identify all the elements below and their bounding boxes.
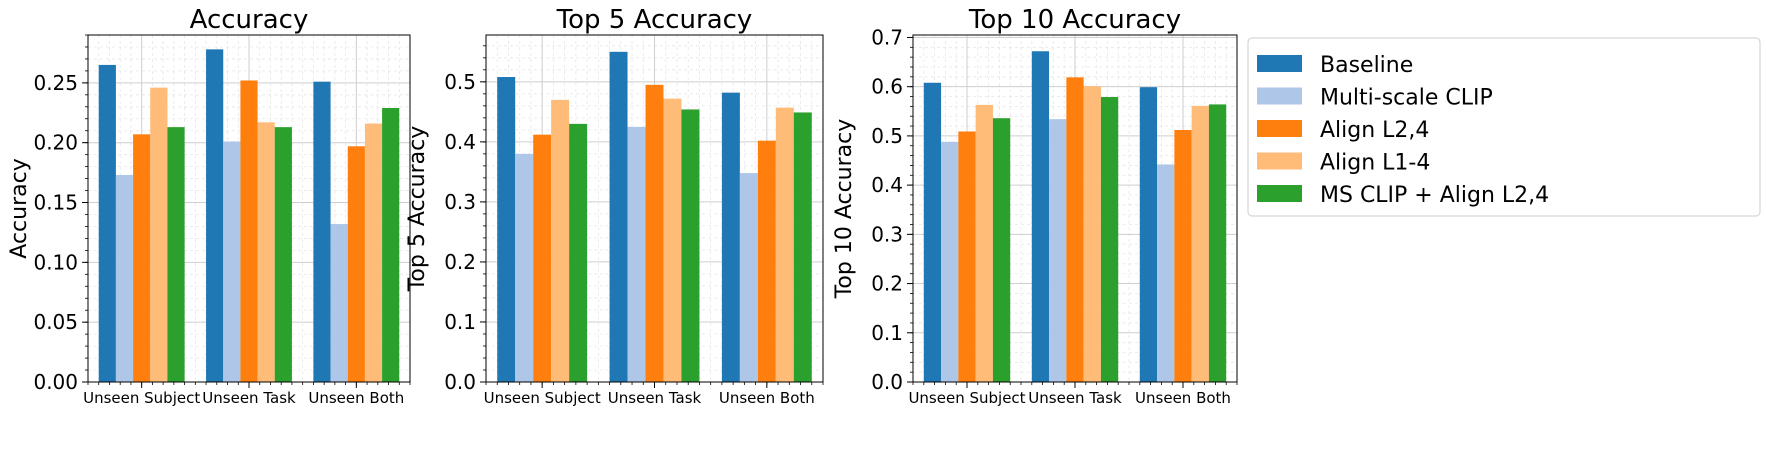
bar <box>923 82 942 383</box>
y-tick-label: 0.3 <box>444 190 476 214</box>
bar <box>115 174 134 382</box>
y-tick-label: 0.2 <box>871 272 903 296</box>
x-tick-label: Unseen Both <box>1135 389 1231 407</box>
y-tick-label: 0.4 <box>444 130 476 154</box>
chart-panel-2: 0.0 0.1 0.2 0.3 0.4 0.5 Unseen Subject Unseen T… <box>405 5 824 407</box>
legend-swatch <box>1257 87 1302 105</box>
bar <box>551 99 570 382</box>
y-tick-label: 0.5 <box>444 70 476 94</box>
bar <box>775 107 794 382</box>
legend-label: MS CLIP + Align L2,4 <box>1320 183 1549 208</box>
y-tick-label: 0.4 <box>871 173 903 197</box>
y-tick-label: 0.1 <box>871 321 903 345</box>
bar <box>1066 77 1084 383</box>
y-tick-label: 0.2 <box>444 250 476 274</box>
bar <box>1100 97 1119 382</box>
bar <box>1049 119 1067 382</box>
chart-title: Accuracy <box>190 5 309 35</box>
chart-title: Top 10 Accuracy <box>968 5 1181 35</box>
bar <box>941 141 959 382</box>
x-tick-label: Unseen Task <box>202 389 296 407</box>
chart-title: Top 5 Accuracy <box>556 5 753 35</box>
bar <box>167 127 185 382</box>
bar <box>1139 87 1158 383</box>
bar <box>992 118 1011 383</box>
y-tick-label: 0.5 <box>871 124 903 148</box>
y-tick-label: 0.1 <box>444 310 476 334</box>
x-tick-label: Unseen Subject <box>484 389 601 407</box>
bar <box>515 153 534 382</box>
bar <box>1157 164 1175 382</box>
y-tick-label: 0.05 <box>33 310 78 334</box>
bar <box>609 51 628 382</box>
legend-label: Align L2,4 <box>1320 118 1429 143</box>
legend-label: Multi-scale CLIP <box>1320 86 1493 111</box>
bar <box>569 123 588 383</box>
legend-swatch <box>1257 185 1302 202</box>
legend-box <box>1247 37 1761 217</box>
legend: Baseline Multi-scale CLIP Align L2,4 Align … <box>1247 37 1761 217</box>
bar <box>645 84 664 382</box>
bar <box>958 131 976 382</box>
legend-swatch <box>1257 152 1302 170</box>
legend-label: Baseline <box>1320 53 1413 78</box>
bar <box>793 112 812 382</box>
legend-label: Align L1-4 <box>1320 151 1430 176</box>
bar <box>627 126 646 383</box>
y-tick-label: 0.3 <box>871 222 903 246</box>
y-tick-label: 0.0 <box>444 370 476 394</box>
y-tick-label: 0.20 <box>33 131 78 155</box>
bar <box>274 127 292 382</box>
y-tick-label: 0.10 <box>33 250 78 274</box>
bar <box>133 134 151 382</box>
x-tick-label: Unseen Both <box>719 389 815 407</box>
x-tick-label: Unseen Subject <box>83 389 200 407</box>
bar <box>1174 129 1192 382</box>
bar <box>330 224 348 382</box>
bar <box>257 122 275 383</box>
y-axis-label: Accuracy <box>7 158 32 258</box>
y-tick-label: 0.15 <box>33 191 78 215</box>
bar <box>1083 86 1101 382</box>
legend-swatch <box>1257 120 1302 137</box>
bar <box>240 80 258 382</box>
y-tick-label: 0.6 <box>871 75 903 99</box>
bar <box>347 146 365 382</box>
y-axis-label: Top 5 Accuracy <box>405 126 430 293</box>
x-tick-label: Unseen Task <box>1028 389 1122 407</box>
y-tick-label: 0.7 <box>871 25 903 49</box>
bar <box>663 98 682 382</box>
bar <box>150 87 168 382</box>
bar <box>497 77 516 382</box>
bar <box>721 92 740 383</box>
bar <box>364 123 383 382</box>
legend-swatch <box>1257 55 1302 72</box>
bar <box>533 134 552 382</box>
y-axis-label: Top 10 Accuracy <box>832 119 857 300</box>
x-tick-label: Unseen Task <box>608 389 702 407</box>
bar <box>382 107 400 382</box>
x-tick-label: Unseen Subject <box>908 389 1025 407</box>
bar <box>1208 104 1227 383</box>
bar <box>313 81 331 382</box>
bar <box>681 109 700 383</box>
bar <box>757 140 776 382</box>
y-tick-label: 0.0 <box>871 370 903 394</box>
bar <box>206 49 224 383</box>
bar <box>1031 51 1050 382</box>
bar <box>739 173 758 382</box>
bar <box>223 141 241 382</box>
bar <box>975 104 993 382</box>
y-tick-label: 0.00 <box>33 370 78 394</box>
bar <box>98 64 116 383</box>
bar <box>1191 105 1209 383</box>
x-tick-label: Unseen Both <box>308 389 404 407</box>
y-tick-label: 0.25 <box>33 71 78 95</box>
